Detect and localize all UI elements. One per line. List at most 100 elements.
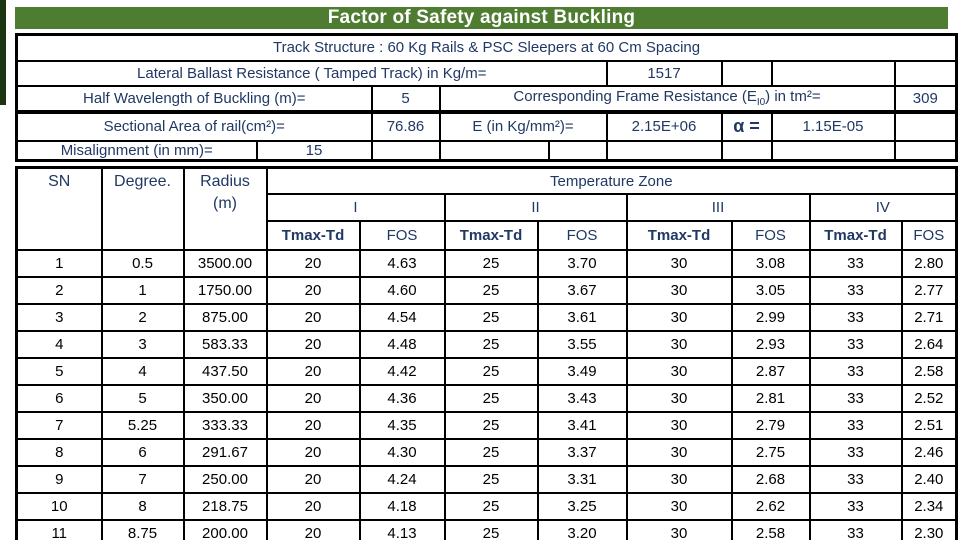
data-cell: 33 [808,357,903,386]
data-cell: 3.37 [536,438,628,467]
data-cell: 5.25 [100,411,185,440]
table-row: 1 0.5 3500.00 20 4.63 25 3.70 30 3.08 33 2.80 [15,249,958,278]
data-cell: 8.75 [100,519,185,540]
data-cell: 30 [625,276,733,305]
fos-table-body: 1 0.5 3500.00 20 4.63 25 3.70 30 3.08 33 2.80 2 1 175… [15,249,958,540]
table-row: 7 5.25 333.33 20 4.35 25 3.41 30 2.79 33 2.51 [15,411,958,440]
fos-table: SN Degree. Radius (m) Temperature Zone I… [15,166,959,540]
empty-cell [547,139,608,162]
data-cell: 5 [100,384,185,413]
col-header-radius: Radius (m) [182,166,268,251]
table-row: 10 8 218.75 20 4.18 25 3.25 30 2.62 33 2.34 [15,492,958,521]
data-cell: 2 [15,276,103,305]
data-cell: 2.75 [730,438,811,467]
data-cell: 3.20 [536,519,628,540]
data-cell: 2.81 [730,384,811,413]
data-cell: 25 [443,465,539,494]
data-cell: 2.40 [900,465,958,494]
col-header-sn: SN [15,166,103,251]
data-cell: 25 [443,276,539,305]
data-cell: 20 [265,411,361,440]
zone-header-iv: IV [808,193,958,222]
data-cell: 20 [265,276,361,305]
data-cell: 3500.00 [182,249,268,278]
data-cell: 30 [625,519,733,540]
data-cell: 4.42 [358,357,446,386]
data-cell: 0.5 [100,249,185,278]
empty-cell [370,139,441,162]
fos-header: FOS [358,220,446,251]
data-cell: 2.51 [900,411,958,440]
empty-cell [605,139,723,162]
lateral-ballast-value: 1517 [605,59,723,87]
data-cell: 2.68 [730,465,811,494]
alpha-value: 1.15E-05 [770,109,896,142]
data-cell: 200.00 [182,519,268,540]
data-cell: 25 [443,330,539,359]
data-cell: 30 [625,330,733,359]
data-cell: 30 [625,492,733,521]
data-cell: 2.30 [900,519,958,540]
data-cell: 2.58 [900,357,958,386]
data-cell: 4.35 [358,411,446,440]
empty-cell [893,139,958,162]
data-cell: 11 [15,519,103,540]
data-cell: 30 [625,384,733,413]
data-cell: 20 [265,357,361,386]
data-cell: 3.55 [536,330,628,359]
data-cell: 3.61 [536,303,628,332]
track-structure-cell: Track Structure : 60 Kg Rails & PSC Slee… [15,33,958,62]
data-cell: 4 [15,330,103,359]
data-cell: 6 [15,384,103,413]
temperature-zone-header: Temperature Zone [265,166,958,195]
data-cell: 2.79 [730,411,811,440]
data-cell: 25 [443,438,539,467]
frame-resistance-label: Corresponding Frame Resistance (EI0) in … [438,84,896,113]
data-cell: 2.87 [730,357,811,386]
data-cell: 25 [443,249,539,278]
data-cell: 30 [625,249,733,278]
table-row: 3 2 875.00 20 4.54 25 3.61 30 2.99 33 2.71 [15,303,958,332]
data-cell: 2.62 [730,492,811,521]
data-cell: 10 [15,492,103,521]
data-cell: 3.70 [536,249,628,278]
fos-header: FOS [730,220,811,251]
half-wavelength-label: Half Wavelength of Buckling (m)= [15,84,373,113]
data-cell: 2 [100,303,185,332]
data-cell: 2.58 [730,519,811,540]
data-cell: 218.75 [182,492,268,521]
e-modulus-value: 2.15E+06 [605,109,723,142]
data-cell: 25 [443,492,539,521]
data-cell: 20 [265,492,361,521]
fos-header: FOS [536,220,628,251]
data-cell: 25 [443,357,539,386]
data-cell: 20 [265,330,361,359]
data-cell: 33 [808,411,903,440]
data-cell: 25 [443,303,539,332]
table-row: 5 4 437.50 20 4.42 25 3.49 30 2.87 33 2.58 [15,357,958,386]
data-cell: 4.48 [358,330,446,359]
empty-cell [770,139,896,162]
slide-title: Factor of Safety against Buckling [15,7,948,29]
data-cell: 3.67 [536,276,628,305]
table-row: 8 6 291.67 20 4.30 25 3.37 30 2.75 33 2.46 [15,438,958,467]
data-cell: 4.36 [358,384,446,413]
data-cell: 20 [265,384,361,413]
data-cell: 2.80 [900,249,958,278]
data-cell: 4.54 [358,303,446,332]
data-cell: 33 [808,519,903,540]
fos-header: FOS [900,220,958,251]
slide-edge-strip [0,0,6,105]
data-cell: 33 [808,249,903,278]
data-cell: 30 [625,303,733,332]
alpha-label: α = [720,109,773,142]
data-cell: 3.25 [536,492,628,521]
data-cell: 20 [265,465,361,494]
data-cell: 25 [443,411,539,440]
data-cell: 4.18 [358,492,446,521]
tmax-td-header: Tmax-Td [265,220,361,251]
data-cell: 30 [625,465,733,494]
data-cell: 30 [625,438,733,467]
data-cell: 3.41 [536,411,628,440]
